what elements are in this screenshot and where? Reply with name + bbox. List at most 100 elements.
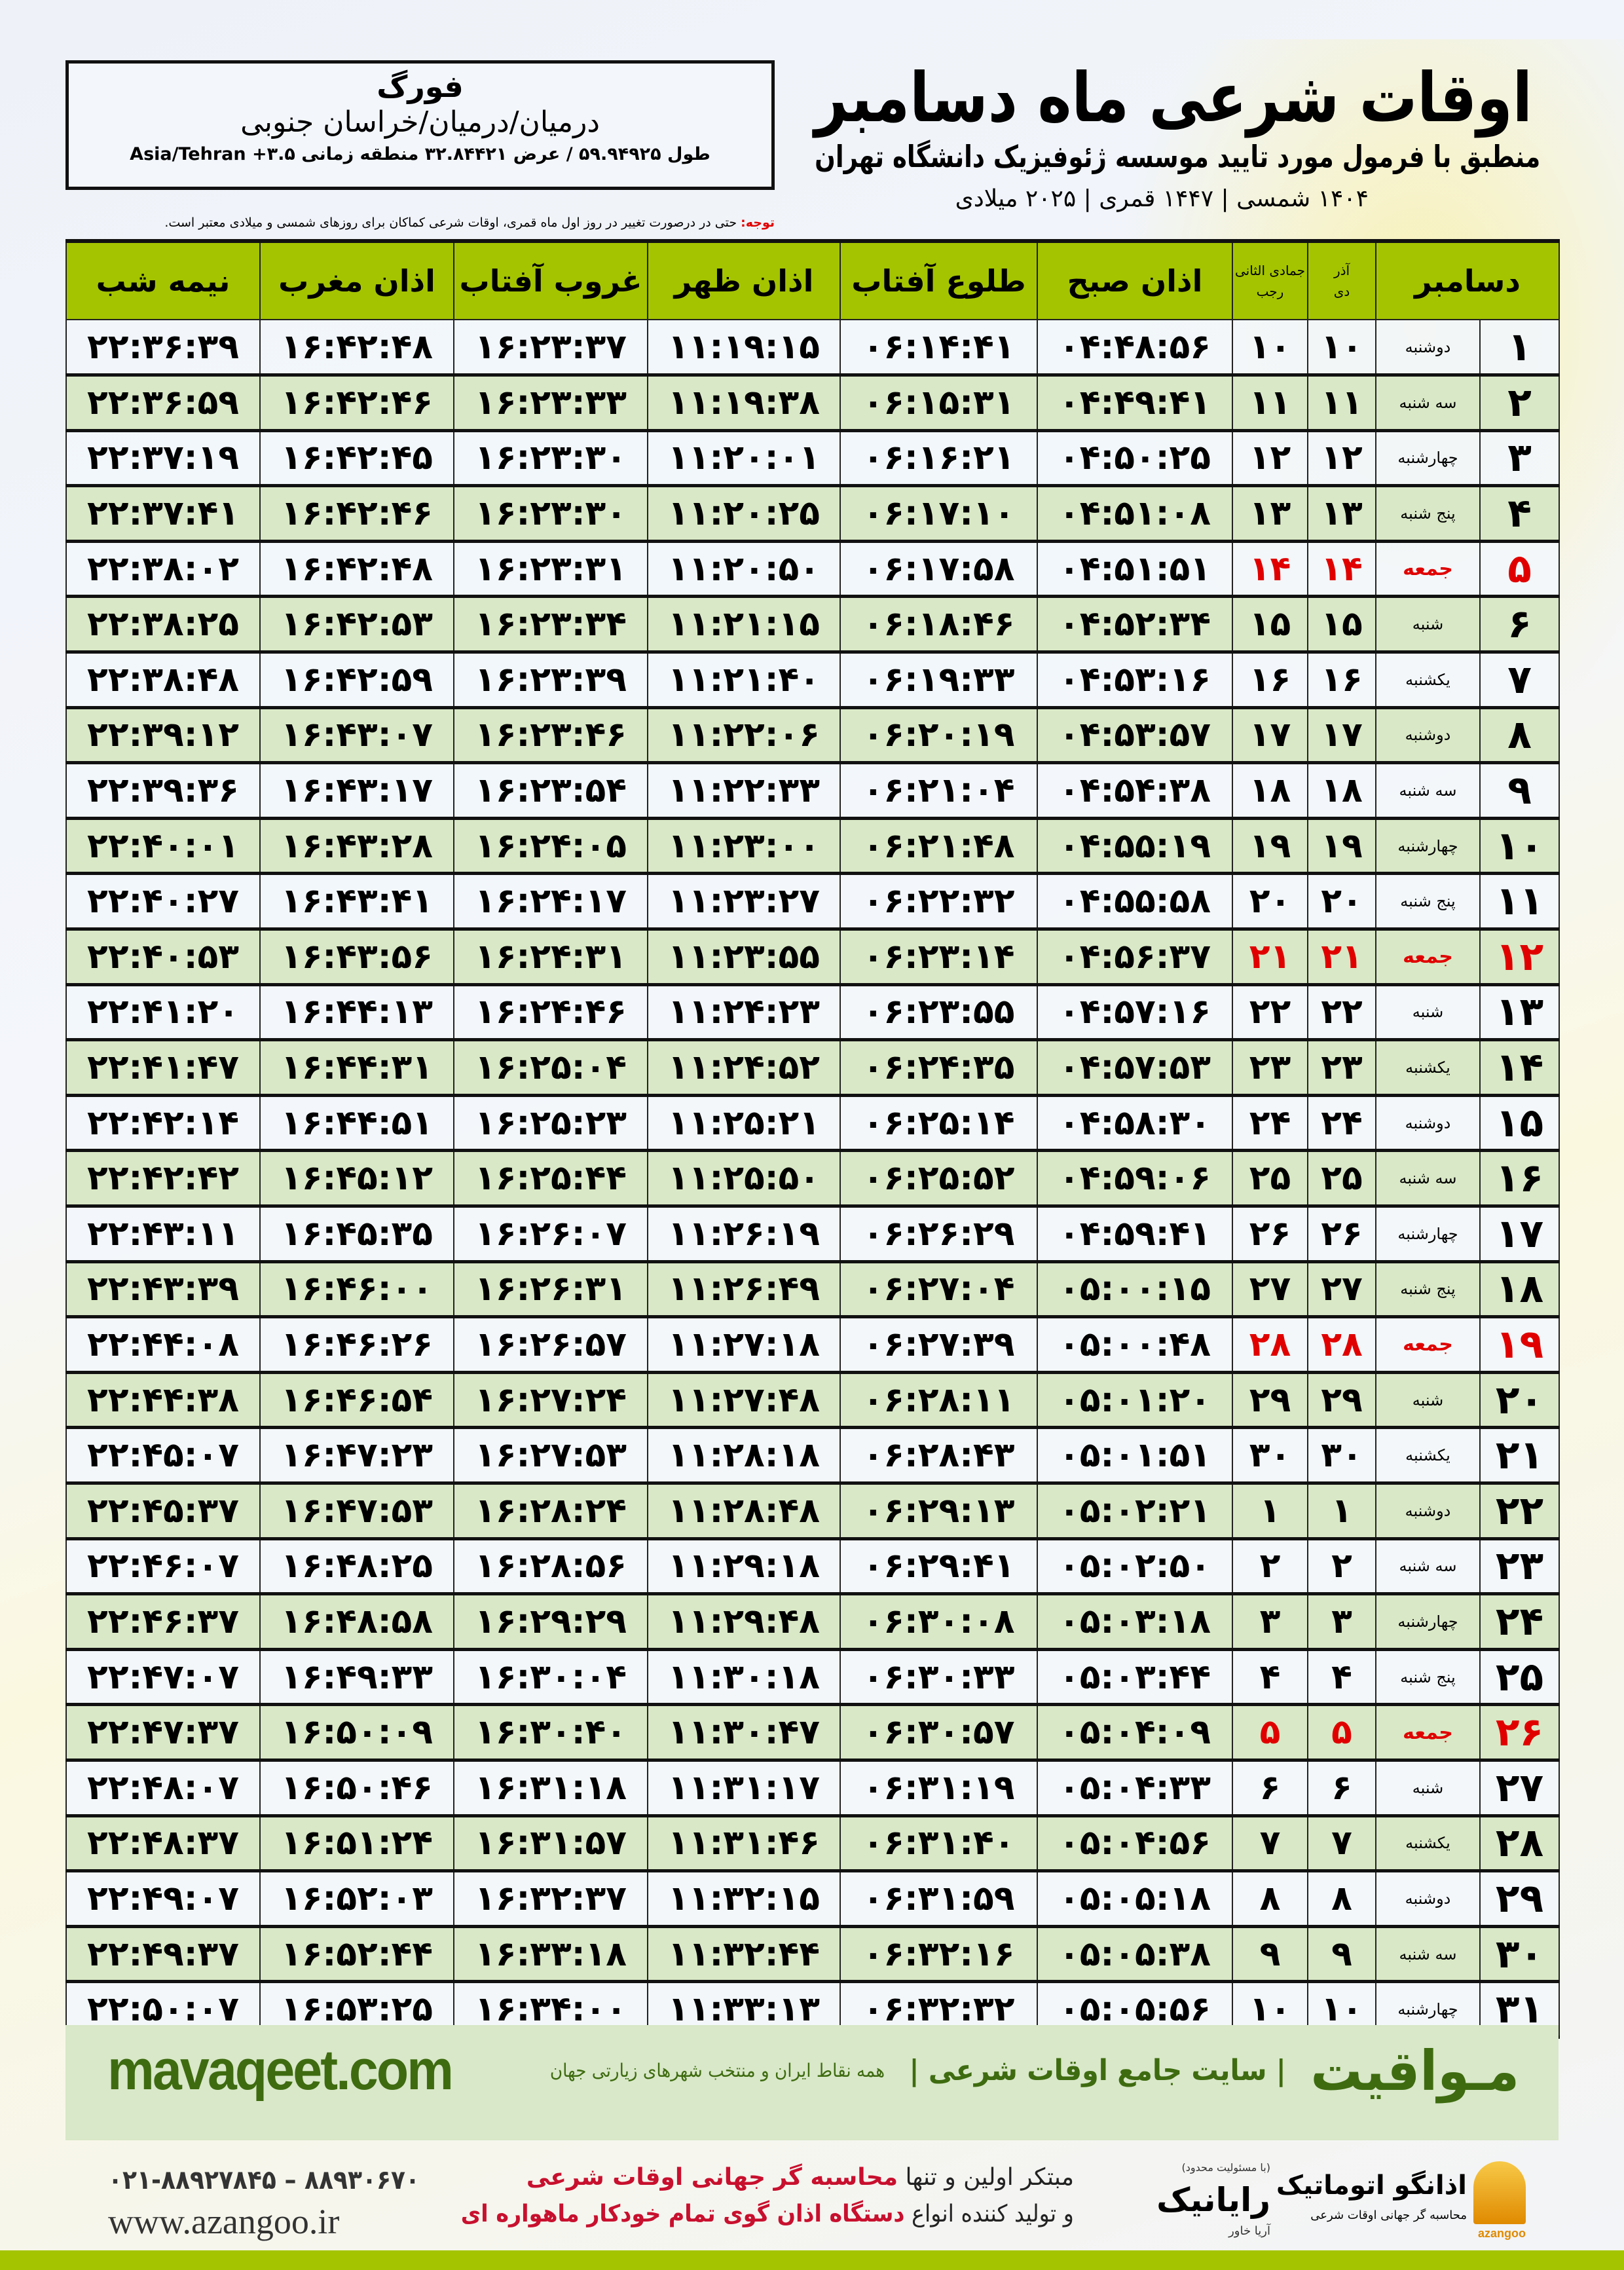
rajab-day: ۲: [1232, 1538, 1308, 1596]
dey-day: ۲۷: [1307, 1261, 1376, 1319]
midnight-time: ۲۲:۴۵:۳۷: [65, 1483, 261, 1540]
day-number: ۲۹: [1479, 1870, 1560, 1928]
day-number: ۱۴: [1479, 1039, 1560, 1097]
fajr-time: ۰۵:۰۲:۲۱: [1037, 1483, 1233, 1540]
rajab-day: ۵: [1232, 1704, 1308, 1762]
sunset-time: ۱۶:۳۱:۱۸: [453, 1760, 648, 1817]
dey-day: ۲۲: [1307, 984, 1376, 1042]
table-row: ۱۰ چهارشنبه ۱۹ ۱۹ ۰۴:۵۵:۱۹ ۰۶:۲۱:۴۸ ۱۱:۲۳:۰۰ ۱۶…: [65, 818, 1560, 876]
midnight-time: ۲۲:۴۰:۵۳: [65, 929, 261, 986]
sunset-time: ۱۶:۲۸:۲۴: [453, 1483, 648, 1540]
table-row: ۱۳ شنبه ۲۲ ۲۲ ۰۴:۵۷:۱۶ ۰۶:۲۳:۵۵ ۱۱:۲۴:۲۳ ۱۶:۲۴:…: [65, 984, 1560, 1042]
weekday: دوشنبه: [1375, 1095, 1481, 1153]
maghrib-time: ۱۶:۴۶:۰۰: [259, 1261, 454, 1319]
sunset-time: ۱۶:۲۶:۰۷: [453, 1206, 648, 1263]
midnight-time: ۲۲:۳۷:۱۹: [65, 430, 261, 488]
sunrise-time: ۰۶:۲۶:۲۹: [840, 1206, 1038, 1263]
dhuhr-time: ۱۱:۲۶:۴۹: [647, 1261, 841, 1319]
sunrise-time: ۰۶:۱۹:۳۳: [840, 652, 1038, 709]
dhuhr-time: ۱۱:۲۳:۰۰: [647, 818, 841, 876]
mavaqeet-tagline: | سایت جامع اوقات شرعی |: [909, 2054, 1286, 2087]
dhuhr-time: ۱۱:۳۰:۱۸: [647, 1649, 841, 1707]
sunrise-time: ۰۶:۲۸:۱۱: [840, 1372, 1038, 1430]
page-subtitle-box: منطبق با فرمول مورد تایید موسسه ژئوفیزیک…: [812, 139, 1540, 175]
ad-line2-a: و تولید کننده انواع: [904, 2201, 1074, 2227]
note-label: توجه:: [741, 215, 775, 230]
midnight-time: ۲۲:۳۸:۴۸: [65, 652, 261, 709]
weekday: سه شنبه: [1375, 762, 1481, 820]
ad-line2: و تولید کننده انواع دستگاه اذان گوی تمام…: [461, 2198, 1074, 2231]
col-jumada-label: جمادی الثانی: [1235, 263, 1305, 278]
dhuhr-time: ۱۱:۲۷:۴۸: [647, 1372, 841, 1430]
table-body: ۱ دوشنبه ۱۰ ۱۰ ۰۴:۴۸:۵۶ ۰۶:۱۴:۴۱ ۱۱:۱۹:۱۵ ۱۶:۲۳…: [65, 320, 1560, 2039]
azangoo-ad-line2: و تولید کننده انواع دستگاه اذان گوی تمام…: [458, 2198, 1074, 2231]
day-number: ۴: [1479, 485, 1560, 543]
day-number: ۱۲: [1479, 929, 1560, 986]
dey-day: ۸: [1307, 1870, 1376, 1928]
azangoo-url[interactable]: www.azangoo.ir: [108, 2202, 340, 2241]
city-name: فورگ: [377, 69, 464, 104]
weekday: یکشنبه: [1375, 1427, 1481, 1485]
table-row: ۱۵ دوشنبه ۲۴ ۲۴ ۰۴:۵۸:۳۰ ۰۶:۲۵:۱۴ ۱۱:۲۵:۲۱ ۱۶:۲…: [65, 1095, 1560, 1153]
day-number: ۱۱: [1479, 873, 1560, 931]
rajab-day: ۲۸: [1232, 1316, 1308, 1374]
weekday: جمعه: [1375, 929, 1481, 986]
dhuhr-time: ۱۱:۲۵:۵۰: [647, 1150, 841, 1208]
day-number: ۳۰: [1479, 1926, 1560, 1984]
midnight-time: ۲۲:۴۸:۰۷: [65, 1760, 261, 1817]
year-line-box: ۱۴۰۴ شمسی | ۱۴۴۷ قمری | ۲۰۲۵ میلادی: [812, 185, 1369, 213]
table-row: ۲۹ دوشنبه ۸ ۸ ۰۵:۰۵:۱۸ ۰۶:۳۱:۵۹ ۱۱:۳۲:۱۵ ۱۶:۳۲:…: [65, 1870, 1560, 1928]
table-row: ۱۹ جمعه ۲۸ ۲۸ ۰۵:۰۰:۴۸ ۰۶:۲۷:۳۹ ۱۱:۲۷:۱۸ ۱۶:۲۶:…: [65, 1316, 1560, 1374]
table-row: ۵ جمعه ۱۴ ۱۴ ۰۴:۵۱:۵۱ ۰۶:۱۷:۵۸ ۱۱:۲۰:۵۰ ۱۶:۲۳:۳…: [65, 541, 1560, 599]
fajr-time: ۰۵:۰۵:۳۸: [1037, 1926, 1233, 1984]
table-row: ۲۱ یکشنبه ۳۰ ۳۰ ۰۵:۰۱:۵۱ ۰۶:۲۸:۴۳ ۱۱:۲۸:۱۸ ۱۶:۲…: [65, 1427, 1560, 1485]
dey-day: ۱۴: [1307, 541, 1376, 599]
day-number: ۸: [1479, 707, 1560, 765]
maghrib-time: ۱۶:۴۶:۲۶: [259, 1316, 454, 1374]
dhuhr-time: ۱۱:۳۱:۴۶: [647, 1815, 841, 1873]
table-row: ۴ پنج شنبه ۱۳ ۱۳ ۰۴:۵۱:۰۸ ۰۶:۱۷:۱۰ ۱۱:۲۰:۲۵ ۱۶:…: [65, 485, 1560, 543]
sunset-time: ۱۶:۳۲:۳۷: [453, 1870, 648, 1928]
maghrib-time: ۱۶:۵۲:۰۳: [259, 1870, 454, 1928]
sunrise-time: ۰۶:۲۰:۱۹: [840, 707, 1038, 765]
fajr-time: ۰۴:۵۲:۳۴: [1037, 596, 1233, 654]
maghrib-time: ۱۶:۴۳:۵۶: [259, 929, 454, 986]
year-line: ۱۴۰۴ شمسی | ۱۴۴۷ قمری | ۲۰۲۵ میلادی: [955, 185, 1369, 212]
sunset-time: ۱۶:۲۳:۳۰: [453, 430, 648, 488]
rayanik-name: رایانیک: [1156, 2181, 1270, 2219]
dey-day: ۱۵: [1307, 596, 1376, 654]
dhuhr-time: ۱۱:۳۲:۴۴: [647, 1926, 841, 1984]
table-row: ۱۲ جمعه ۲۱ ۲۱ ۰۴:۵۶:۳۷ ۰۶:۲۳:۱۴ ۱۱:۲۳:۵۵ ۱۶:۲۴:…: [65, 929, 1560, 986]
sunrise-time: ۰۶:۲۷:۳۹: [840, 1316, 1038, 1374]
table-row: ۳ چهارشنبه ۱۲ ۱۲ ۰۴:۵۰:۲۵ ۰۶:۱۶:۲۱ ۱۱:۲۰:۰۱ ۱۶:…: [65, 430, 1560, 488]
coordinates: طول ۵۹.۹۴۹۲۵ / عرض ۳۲.۸۴۴۲۱ منطقه زمانی …: [130, 144, 710, 164]
azangoo-slogan: محاسبه گر جهانی اوقات شرعی: [1310, 2208, 1467, 2222]
col-month: دسامبر: [1375, 239, 1560, 320]
mavaqeet-url[interactable]: mavaqeet.com: [107, 2039, 454, 2102]
col-dhuhr: اذان ظهر: [647, 239, 841, 320]
phone-box: ۰۲۱-۸۸۹۲۷۸۴۵ – ۸۸۹۳۰۶۷۰: [108, 2165, 422, 2196]
sunrise-time: ۰۶:۱۴:۴۱: [840, 320, 1038, 377]
fajr-time: ۰۴:۵۸:۳۰: [1037, 1095, 1233, 1153]
sunrise-time: ۰۶:۱۶:۲۱: [840, 430, 1038, 488]
col-rajab: جمادی الثانی رجب: [1232, 239, 1308, 320]
weekday: جمعه: [1375, 1316, 1481, 1374]
maghrib-time: ۱۶:۴۴:۳۱: [259, 1039, 454, 1097]
midnight-time: ۲۲:۳۹:۱۲: [65, 707, 261, 765]
rayanik-logo: (با مسئولیت محدود) رایانیک آریا خاور: [1100, 2161, 1270, 2246]
sunset-time: ۱۶:۲۳:۵۴: [453, 762, 648, 820]
note-text: حتی در درصورت تغییر در روز اول ماه قمری،…: [164, 215, 741, 230]
dhuhr-time: ۱۱:۲۷:۱۸: [647, 1316, 841, 1374]
rajab-day: ۱۶: [1232, 652, 1308, 709]
dey-day: ۲۴: [1307, 1095, 1376, 1153]
day-number: ۲۶: [1479, 1704, 1560, 1762]
col-rajab-label: رجب: [1256, 284, 1284, 299]
sunrise-time: ۰۶:۳۱:۴۰: [840, 1815, 1038, 1873]
sunset-time: ۱۶:۲۳:۳۹: [453, 652, 648, 709]
maghrib-time: ۱۶:۴۴:۱۳: [259, 984, 454, 1042]
midnight-time: ۲۲:۳۶:۵۹: [65, 375, 261, 432]
sunrise-time: ۰۶:۲۴:۳۵: [840, 1039, 1038, 1097]
rajab-day: ۴: [1232, 1649, 1308, 1707]
weekday: دوشنبه: [1375, 1870, 1481, 1928]
dhuhr-time: ۱۱:۲۲:۳۳: [647, 762, 841, 820]
